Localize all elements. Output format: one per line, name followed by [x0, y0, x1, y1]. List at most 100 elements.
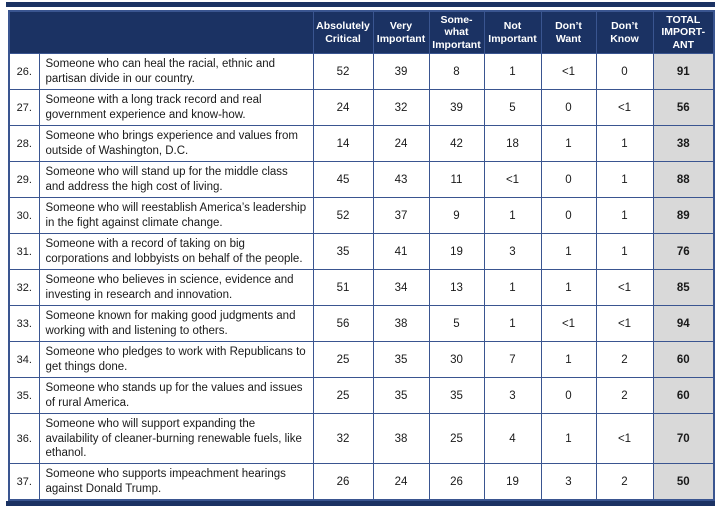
- cell-very-important: 35: [372, 377, 430, 415]
- cell-not-important: 18: [483, 125, 542, 163]
- header-not-important: Not Important: [483, 10, 542, 55]
- cell-dont-want: <1: [540, 305, 597, 343]
- cell-not-important: 3: [483, 377, 542, 415]
- cell-total-important: 76: [652, 233, 715, 271]
- header-absolutely-critical: Absolutely Critical: [312, 10, 374, 55]
- row-statement: Someone who supports impeachment hearing…: [38, 463, 314, 501]
- cell-absolutely-critical: 25: [312, 377, 374, 415]
- cell-not-important: <1: [483, 161, 542, 199]
- cell-somewhat-important: 11: [428, 161, 485, 199]
- cell-somewhat-important: 42: [428, 125, 485, 163]
- header-dont-know: Don’t Know: [595, 10, 654, 55]
- cell-not-important: 5: [483, 89, 542, 127]
- cell-somewhat-important: 30: [428, 341, 485, 379]
- row-number: 33.: [8, 305, 40, 343]
- cell-very-important: 37: [372, 197, 430, 235]
- cell-dont-know: 2: [595, 463, 654, 501]
- table-row: 30. Someone who will reestablish America…: [8, 197, 715, 235]
- cell-total-important: 70: [652, 413, 715, 465]
- cell-dont-want: <1: [540, 53, 597, 91]
- row-statement: Someone who stands up for the values and…: [38, 377, 314, 415]
- cell-very-important: 34: [372, 269, 430, 307]
- cell-dont-know: 1: [595, 197, 654, 235]
- cell-somewhat-important: 13: [428, 269, 485, 307]
- table-row: 26. Someone who can heal the racial, eth…: [8, 53, 715, 91]
- row-statement: Someone who will stand up for the middle…: [38, 161, 314, 199]
- row-statement: Someone who will reestablish America’s l…: [38, 197, 314, 235]
- row-statement: Someone who pledges to work with Republi…: [38, 341, 314, 379]
- cell-total-important: 89: [652, 197, 715, 235]
- cell-dont-know: 2: [595, 341, 654, 379]
- row-number: 27.: [8, 89, 40, 127]
- cell-total-important: 50: [652, 463, 715, 501]
- cell-somewhat-important: 8: [428, 53, 485, 91]
- cell-absolutely-critical: 56: [312, 305, 374, 343]
- cell-dont-want: 1: [540, 269, 597, 307]
- cell-very-important: 35: [372, 341, 430, 379]
- header-row: Absolutely Critical Very Important Some-…: [8, 10, 715, 55]
- row-number: 32.: [8, 269, 40, 307]
- cell-very-important: 32: [372, 89, 430, 127]
- cell-not-important: 1: [483, 197, 542, 235]
- cell-dont-know: <1: [595, 89, 654, 127]
- cell-dont-know: 2: [595, 377, 654, 415]
- table-row: 33. Someone known for making good judgme…: [8, 305, 715, 343]
- cell-dont-want: 3: [540, 463, 597, 501]
- header-total-important: TOTAL IMPORT- ANT: [652, 10, 715, 55]
- header-very-important: Very Important: [372, 10, 430, 55]
- cell-dont-know: <1: [595, 305, 654, 343]
- row-number: 29.: [8, 161, 40, 199]
- cell-very-important: 24: [372, 463, 430, 501]
- cell-dont-know: 1: [595, 233, 654, 271]
- cell-very-important: 24: [372, 125, 430, 163]
- cell-absolutely-critical: 14: [312, 125, 374, 163]
- table-row: 27. Someone with a long track record and…: [8, 89, 715, 127]
- header-somewhat-important: Some- what Important: [428, 10, 485, 55]
- cell-somewhat-important: 9: [428, 197, 485, 235]
- cell-absolutely-critical: 51: [312, 269, 374, 307]
- cell-dont-know: 0: [595, 53, 654, 91]
- cell-total-important: 56: [652, 89, 715, 127]
- cell-not-important: 7: [483, 341, 542, 379]
- cell-total-important: 88: [652, 161, 715, 199]
- table-row: 28. Someone who brings experience and va…: [8, 125, 715, 163]
- cell-absolutely-critical: 52: [312, 53, 374, 91]
- row-number: 37.: [8, 463, 40, 501]
- cell-very-important: 41: [372, 233, 430, 271]
- cell-dont-want: 1: [540, 341, 597, 379]
- cell-absolutely-critical: 24: [312, 89, 374, 127]
- row-number: 31.: [8, 233, 40, 271]
- cell-dont-know: 1: [595, 125, 654, 163]
- cell-absolutely-critical: 35: [312, 233, 374, 271]
- cell-very-important: 39: [372, 53, 430, 91]
- table-row: 36. Someone who will support expanding t…: [8, 413, 715, 465]
- cell-absolutely-critical: 26: [312, 463, 374, 501]
- cell-very-important: 38: [372, 305, 430, 343]
- row-statement: Someone who brings experience and values…: [38, 125, 314, 163]
- cell-absolutely-critical: 25: [312, 341, 374, 379]
- table-row: 31. Someone with a record of taking on b…: [8, 233, 715, 271]
- cell-somewhat-important: 5: [428, 305, 485, 343]
- table-row: 32. Someone who believes in science, evi…: [8, 269, 715, 307]
- row-number: 35.: [8, 377, 40, 415]
- row-statement: Someone who will support expanding the a…: [38, 413, 314, 465]
- cell-total-important: 60: [652, 341, 715, 379]
- row-statement: Someone who can heal the racial, ethnic …: [38, 53, 314, 91]
- cell-dont-want: 1: [540, 233, 597, 271]
- row-number: 26.: [8, 53, 40, 91]
- row-statement: Someone with a record of taking on big c…: [38, 233, 314, 271]
- row-number: 30.: [8, 197, 40, 235]
- cell-total-important: 91: [652, 53, 715, 91]
- cell-total-important: 85: [652, 269, 715, 307]
- row-statement: Someone known for making good judgments …: [38, 305, 314, 343]
- cell-total-important: 60: [652, 377, 715, 415]
- row-statement: Someone with a long track record and rea…: [38, 89, 314, 127]
- cell-dont-want: 0: [540, 89, 597, 127]
- table-row: 37. Someone who supports impeachment hea…: [8, 463, 715, 501]
- cell-somewhat-important: 26: [428, 463, 485, 501]
- cell-total-important: 38: [652, 125, 715, 163]
- cell-not-important: 3: [483, 233, 542, 271]
- row-number: 36.: [8, 413, 40, 465]
- row-statement: Someone who believes in science, evidenc…: [38, 269, 314, 307]
